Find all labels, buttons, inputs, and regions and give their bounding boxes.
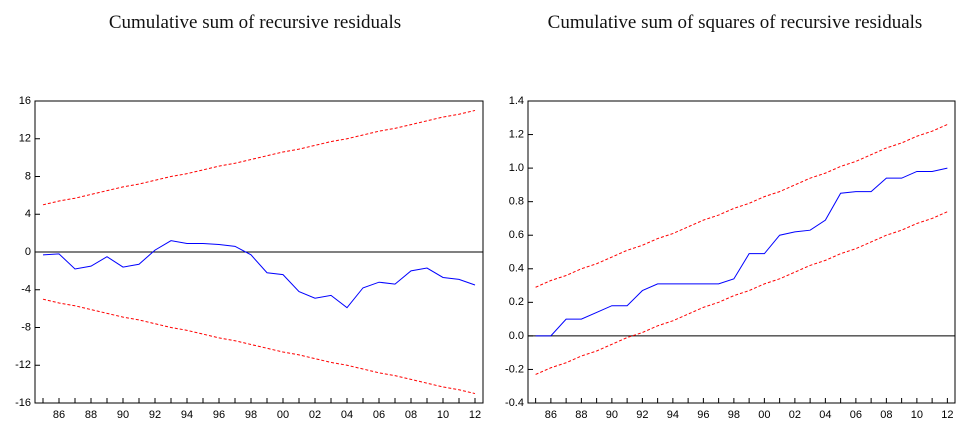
y-tick-label: 4	[25, 208, 31, 220]
series-line	[535, 211, 948, 375]
y-tick-label: 1.2	[509, 128, 524, 140]
y-tick-label: 8	[25, 170, 31, 182]
y-tick-label: -16	[15, 397, 31, 409]
y-tick-label: -0.4	[505, 397, 524, 409]
y-tick-label: 1.4	[509, 95, 524, 107]
y-tick-label: 0	[25, 246, 31, 258]
x-tick-label: 08	[405, 409, 417, 421]
x-tick-label: 92	[149, 409, 161, 421]
x-tick-label: 98	[245, 409, 257, 421]
y-tick-label: -4	[21, 284, 31, 296]
series-line	[42, 298, 476, 395]
series-line	[42, 240, 476, 309]
x-tick-label: 04	[819, 409, 831, 421]
series-line	[535, 124, 948, 288]
series-line	[535, 167, 948, 337]
x-tick-label: 94	[181, 409, 193, 421]
x-tick-label: 10	[437, 409, 449, 421]
x-tick-label: 12	[941, 409, 953, 421]
x-tick-label: 88	[85, 409, 97, 421]
x-tick-label: 02	[789, 409, 801, 421]
y-tick-label: -8	[21, 321, 31, 333]
y-tick-label: 0.6	[509, 229, 524, 241]
y-tick-label: 12	[19, 133, 31, 145]
x-tick-label: 08	[880, 409, 892, 421]
x-tick-label: 86	[53, 409, 65, 421]
y-tick-label: -0.2	[505, 363, 524, 375]
x-tick-label: 06	[373, 409, 385, 421]
y-tick-label: 16	[19, 95, 31, 107]
series-line	[42, 109, 476, 206]
x-tick-label: 02	[309, 409, 321, 421]
x-tick-label: 04	[341, 409, 353, 421]
x-tick-label: 96	[697, 409, 709, 421]
y-tick-label: 1.0	[509, 162, 524, 174]
x-tick-label: 06	[850, 409, 862, 421]
x-tick-label: 96	[213, 409, 225, 421]
x-tick-label: 00	[758, 409, 770, 421]
x-tick-label: 10	[911, 409, 923, 421]
y-tick-label: 0.0	[509, 330, 524, 342]
x-tick-label: 98	[728, 409, 740, 421]
y-tick-label: -12	[15, 359, 31, 371]
y-tick-label: 0.4	[509, 263, 524, 275]
chart-title: Cumulative sum of recursive residuals	[108, 12, 402, 33]
plot-frame	[527, 100, 956, 404]
x-tick-label: 00	[277, 409, 289, 421]
y-tick-label: 0.8	[509, 196, 524, 208]
y-tick-label: 0.2	[509, 296, 524, 308]
x-tick-label: 90	[606, 409, 618, 421]
x-tick-label: 12	[469, 409, 481, 421]
x-tick-label: 88	[575, 409, 587, 421]
x-tick-label: 92	[636, 409, 648, 421]
chart-title: Cumulative sum of squares of recursive r…	[547, 12, 923, 33]
x-tick-label: 86	[545, 409, 557, 421]
x-tick-label: 90	[117, 409, 129, 421]
x-tick-label: 94	[667, 409, 679, 421]
